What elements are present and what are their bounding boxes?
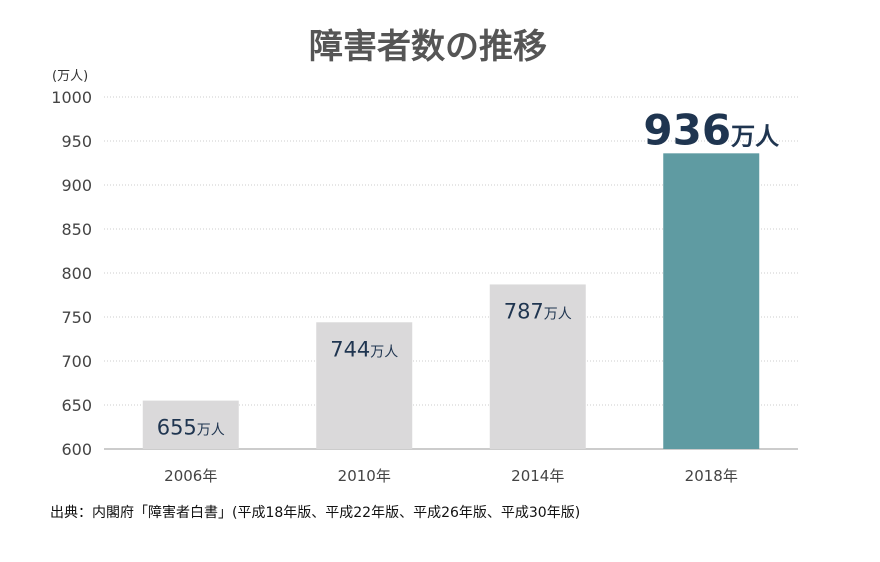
chart-title: 障害者数の推移 <box>309 27 547 67</box>
data-label-unit: 万人 <box>370 344 398 360</box>
bar-2010 <box>316 322 413 449</box>
y-tick-label: 600 <box>61 440 92 459</box>
data-label: 744万人 <box>330 337 398 361</box>
y-tick-label: 1000 <box>51 88 92 107</box>
bar-2006 <box>142 400 239 449</box>
x-tick-label: 2018年 <box>685 467 738 485</box>
data-label-unit: 万人 <box>197 423 225 439</box>
y-tick-label: 850 <box>61 220 92 239</box>
bars <box>142 153 760 449</box>
data-label-value: 936 <box>643 105 731 154</box>
source-note: 出典：内閣府「障害者白書」(平成18年版、平成22年版、平成26年版、平成30年… <box>50 505 581 521</box>
data-label-unit: 万人 <box>731 122 779 150</box>
y-tick-label: 800 <box>61 264 92 283</box>
y-tick-label: 950 <box>61 132 92 151</box>
data-label-unit: 万人 <box>544 306 572 322</box>
y-tick-label: 700 <box>61 352 92 371</box>
data-label: 936万人 <box>643 105 779 154</box>
data-label-value: 744 <box>330 337 370 361</box>
data-label: 787万人 <box>504 299 572 323</box>
data-label: 655万人 <box>157 416 225 440</box>
bar-2014 <box>489 284 586 449</box>
data-label-value: 655 <box>157 416 197 440</box>
x-tick-label: 2014年 <box>511 467 564 485</box>
y-tick-label: 750 <box>61 308 92 327</box>
y-tick-label: 900 <box>61 176 92 195</box>
y-axis-ticks: 600 650 700 750 800 850 900 950 1000 <box>51 88 92 459</box>
data-label-value: 787 <box>504 299 544 323</box>
x-axis-ticks: 2006年 2010年 2014年 2018年 <box>164 467 738 485</box>
y-tick-label: 650 <box>61 396 92 415</box>
y-axis-unit-label: (万人) <box>52 69 88 84</box>
x-tick-label: 2006年 <box>164 467 217 485</box>
x-tick-label: 2010年 <box>338 467 391 485</box>
bar-2018 <box>663 153 760 449</box>
